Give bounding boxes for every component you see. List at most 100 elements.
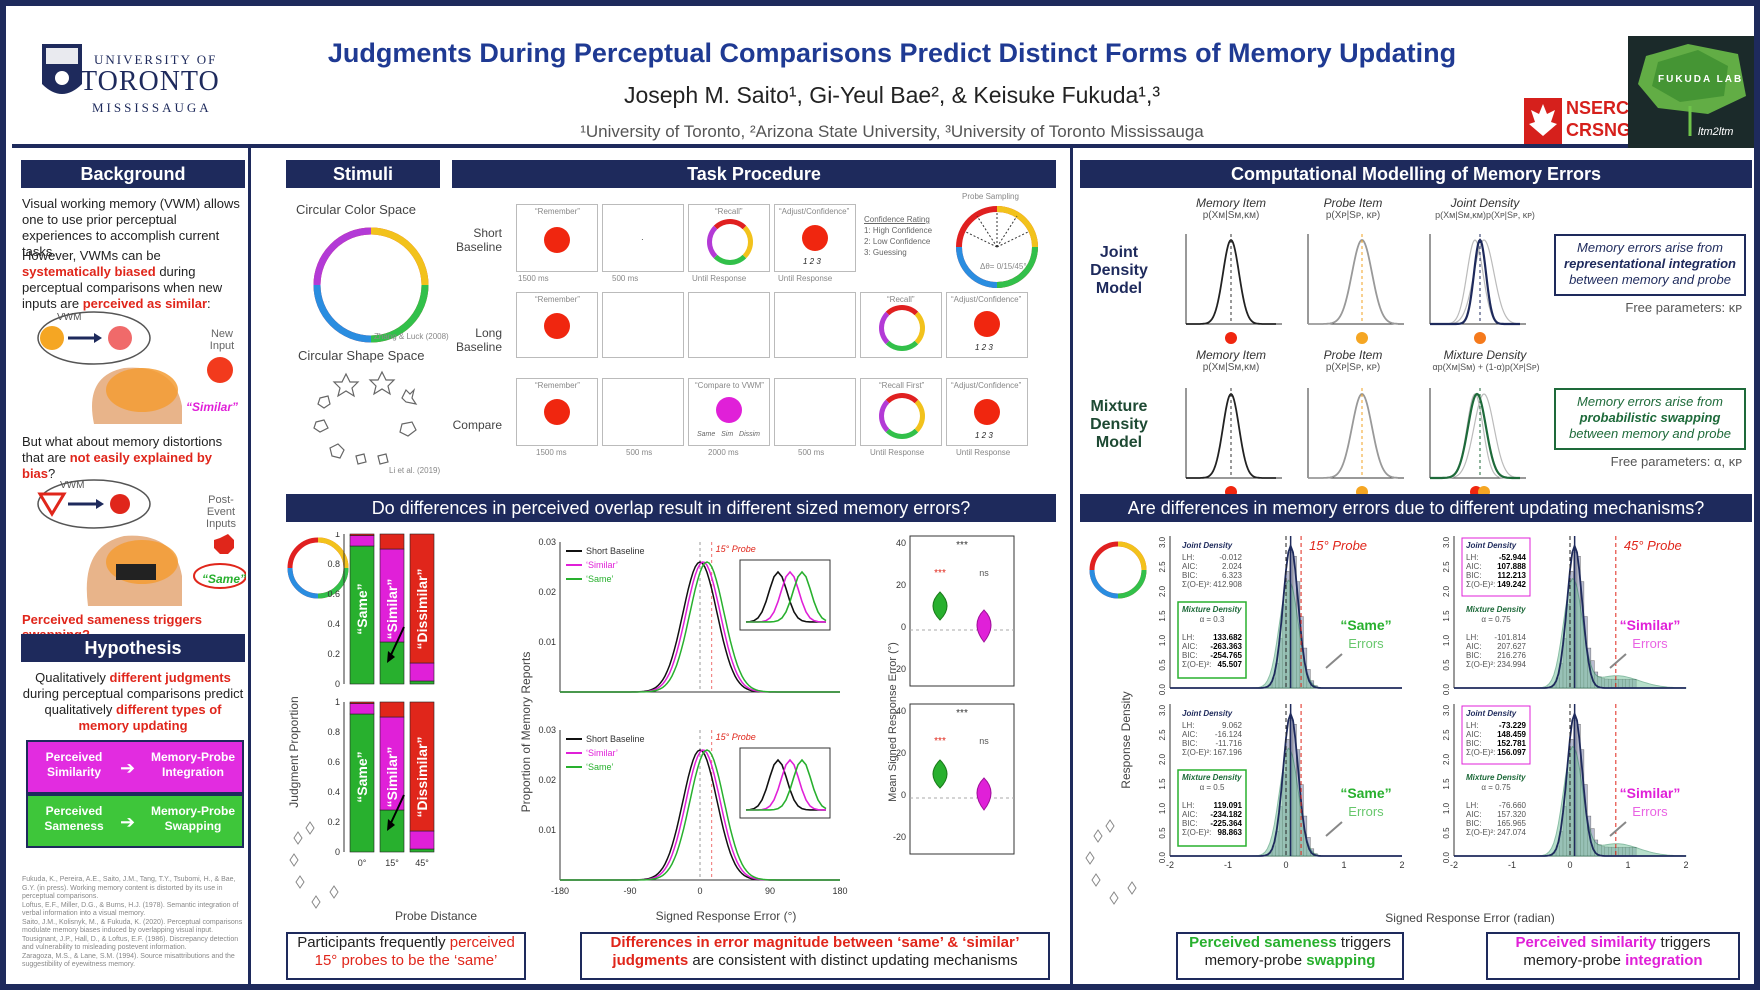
overlap-heading: Do differences in perceived overlap resu… xyxy=(286,494,1056,522)
probe-stimulus xyxy=(716,397,742,423)
bar-label: “Dissimilar” xyxy=(414,569,430,650)
density-curve xyxy=(1430,239,1521,325)
stat-value: 165.965 xyxy=(1497,819,1526,828)
conf-title: Confidence Rating xyxy=(864,215,930,224)
x-tick-label: 15° xyxy=(385,858,399,868)
stimuli-heading: Stimuli xyxy=(286,160,440,188)
hyp-a: Qualitatively xyxy=(35,670,110,685)
mixture-stat-title: Mixture Density xyxy=(1182,773,1242,782)
time-label: Until Response xyxy=(870,448,925,457)
hist-x-label: Signed Response Error (radian) xyxy=(1385,911,1554,925)
conf-item: 3: Guessing xyxy=(864,248,907,257)
bar-label: “Same” xyxy=(354,751,370,802)
y-tick-label: -20 xyxy=(893,664,906,674)
violin-frame xyxy=(909,703,1015,855)
box2c: between memory and probe xyxy=(1569,426,1731,441)
color-stimulus xyxy=(544,313,570,339)
frame-caption: “Compare to VWM” xyxy=(695,381,764,390)
joint-stat-box xyxy=(1178,538,1246,596)
stat-label: AIC: xyxy=(1182,730,1198,739)
bar-label: “Similar” xyxy=(384,747,400,808)
bg-p2d: perceived as similar xyxy=(82,296,208,311)
color-space-label: Circular Color Space xyxy=(296,202,416,217)
stat-value: 207.627 xyxy=(1497,642,1526,651)
stat-value: 45.507 xyxy=(1218,660,1243,669)
color-wheel-small xyxy=(879,393,925,439)
hyp-b: different judgments xyxy=(109,670,231,685)
title-joint-density: Joint Density xyxy=(1450,196,1520,210)
conc-right-c: integration xyxy=(1625,952,1703,969)
title-memory-item: Memory Item xyxy=(1195,348,1266,362)
vwm-label-2: VWM xyxy=(60,480,85,491)
stat-value: 152.781 xyxy=(1497,739,1526,748)
hypothesis-box-similarity: Perceived Similarity ➔ Memory-Probe Inte… xyxy=(26,740,244,794)
bar-segment xyxy=(409,830,435,850)
bar-segment xyxy=(349,545,375,685)
y-tick-label: 0 xyxy=(335,847,340,857)
series-line xyxy=(560,561,840,693)
references: Fukuda, K., Pereira, A.E., Saito, J.M., … xyxy=(22,876,248,970)
probe-sampling-wheel xyxy=(956,206,1038,288)
frame-recall: “Recall” xyxy=(860,292,942,358)
arrow-right-icon: ➔ xyxy=(120,812,136,832)
joint-stat-box xyxy=(1461,537,1531,597)
mixture-stat-box xyxy=(1177,601,1247,679)
time-label: 1500 ms xyxy=(536,448,567,457)
memory-dot xyxy=(1225,332,1237,344)
density-curve xyxy=(1308,393,1399,479)
time-label: 500 ms xyxy=(612,274,639,283)
time-label: Until Response xyxy=(692,274,747,283)
y-tick-label: 40 xyxy=(896,706,906,716)
frame-caption: “Remember” xyxy=(535,207,580,216)
mixture-explanation-box: Memory errors arise from probabilistic s… xyxy=(1554,388,1746,450)
hyp-c: during perceptual comparisons predict qu… xyxy=(22,686,244,717)
y-tick-label: 2.5 xyxy=(1158,729,1167,741)
conclusion-integration: Perceived similarity triggers memory-pro… xyxy=(1486,932,1740,980)
stat-label: BIC: xyxy=(1182,819,1198,828)
box2b: probabilistic swapping xyxy=(1579,410,1721,425)
stat-value: 216.276 xyxy=(1497,651,1526,660)
maple-leaf-icon xyxy=(1524,98,1562,144)
uoft-line2: TORONTO xyxy=(80,66,220,97)
y-tick-label: 0.5 xyxy=(1442,827,1451,839)
rating-numbers: 1 2 3 xyxy=(975,431,993,440)
background-p1: Visual working memory (VWM) allows one t… xyxy=(22,196,240,259)
conf-item: 2: Low Confidence xyxy=(864,237,931,246)
stat-label: Σ(O-E)²: xyxy=(1466,580,1495,589)
y-tick-label: 0.01 xyxy=(538,825,556,835)
arrow-line xyxy=(1325,821,1343,837)
probe-dot xyxy=(1356,486,1368,494)
joint-stat-box xyxy=(1178,706,1246,764)
box2a: Memory errors arise from xyxy=(1577,394,1723,409)
y-tick-label: 0.4 xyxy=(327,619,340,629)
arrow-right-icon: ➔ xyxy=(120,758,136,778)
y-tick-label: 1 xyxy=(335,697,340,707)
bg-p2b: systematically biased xyxy=(22,264,156,279)
joint-fit xyxy=(1454,543,1686,689)
frame-recall: “Recall” xyxy=(688,204,770,272)
probe-sampling-label: Probe Sampling xyxy=(962,192,1019,201)
y-tick-label: 3.0 xyxy=(1158,704,1167,716)
bar-label: “Similar” xyxy=(384,579,400,640)
dist-y-label: Proportion of Memory Reports xyxy=(519,652,533,813)
frame-adjust: “Adjust/Confidence” 1 2 3 xyxy=(946,292,1028,358)
bg-p2a: However, VWMs can be xyxy=(22,248,161,263)
judgment-bar-chart: 0 0.2 0.4 0.6 0.8 1 “Same” “Similar” “Dissimilar… xyxy=(287,532,477,923)
bar-segment xyxy=(409,662,435,682)
stat-label: LH: xyxy=(1466,801,1478,810)
frame-delay xyxy=(774,378,856,446)
mixture-model-label: Mixture Density Model xyxy=(1090,398,1148,451)
bar-segment xyxy=(349,703,375,715)
stat-label: BIC: xyxy=(1182,571,1198,580)
density-curve xyxy=(1430,393,1521,479)
poster-title: Judgments During Perceptual Comparisons … xyxy=(327,38,1457,68)
bg-p3b: not easily explained by bias xyxy=(22,450,213,481)
conc-left-c: swapping xyxy=(1306,952,1376,969)
y-tick-label: 1.5 xyxy=(1158,778,1167,790)
y-tick-label: 0.2 xyxy=(327,817,340,827)
uoft-line1: UNIVERSITY OF xyxy=(94,52,218,67)
y-tick-label: 0 xyxy=(335,679,340,689)
violin-panels: 40 20 0 -20 *** *** ns 40 20 0 -20 *** *** ns xyxy=(893,535,1015,855)
dist-bottom-panel: 0.01 0.02 0.03 -180 -90 0 90 180 15° Probe Short … xyxy=(538,725,847,896)
bars-bottom-group: 0 0.2 0.4 0.6 0.8 1 “Same” “Similar” “Dissimilar… xyxy=(327,697,435,868)
